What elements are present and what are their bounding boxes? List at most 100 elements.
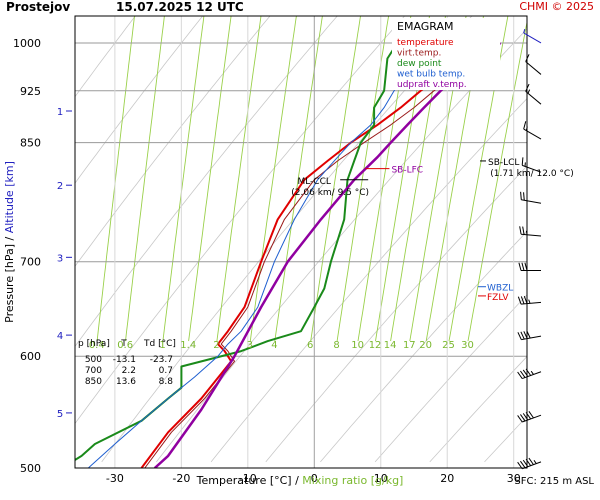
wind-barb-feather — [520, 414, 526, 422]
wind-barb-staff — [525, 90, 542, 105]
y-tick-label: 925 — [20, 85, 41, 98]
wind-barb-feather — [523, 192, 525, 201]
mixing-ratio-labels: 0.4 0.6 1 1.4 2 3 4 6 8 10 12 14 17 20 25 30 — [89, 340, 474, 351]
mixing-ratio-line — [249, 16, 297, 342]
sounding-series — [75, 41, 502, 468]
mixing-ratio-label: 30 — [461, 340, 474, 351]
legend-entry-virt_temp: virt.temp. — [397, 49, 441, 59]
altitude-tick-label: 4 — [57, 331, 63, 342]
y-tick-label: 1000 — [13, 37, 41, 50]
wind-barb-staff — [521, 335, 542, 341]
table-cell: 8.8 — [159, 377, 174, 387]
dry-adiabat-line — [320, 230, 527, 463]
wind-barb-feather — [521, 262, 525, 271]
wind-barb-feather — [525, 412, 532, 420]
mixing-ratio-label: 8 — [333, 340, 339, 351]
sfc-label: SFC: 215 m ASL — [514, 476, 594, 487]
y-axis-title-altitude: Altitude [km] — [3, 161, 16, 233]
series-line-wet_bulb — [87, 42, 428, 468]
table-cell: -23.7 — [150, 355, 173, 365]
wind-barb-feather — [524, 262, 528, 271]
y-tick-label: 600 — [20, 350, 41, 363]
dry-adiabat-line — [539, 16, 600, 462]
wind-barb-feather — [520, 331, 525, 340]
table-cell: 2.2 — [122, 366, 136, 376]
x-tick-label: 30 — [507, 472, 521, 485]
wind-barb-staff — [522, 461, 542, 470]
table-cell: 13.6 — [116, 377, 136, 387]
wind-barb-feather — [522, 459, 529, 467]
isobar-lines — [75, 16, 527, 468]
wind-barb-feather — [523, 295, 528, 304]
wind-barb-staff — [522, 414, 542, 423]
mixing-ratio-label: 17 — [403, 340, 416, 351]
legend-entry-updraft: udpraft v.temp. — [397, 80, 467, 90]
altitude-tick-label: 2 — [57, 181, 63, 192]
dry-adiabat-line — [75, 16, 271, 267]
wind-barb-feather — [528, 411, 534, 419]
wind-barb-feather — [520, 296, 525, 305]
series-line-virt_temp — [144, 42, 501, 468]
x-tick-label: -10 — [239, 472, 257, 485]
x-axis-title-temperature: Temperature [°C] — [196, 474, 295, 487]
wind-barb-feather — [525, 458, 532, 466]
dry-adiabat-line — [594, 16, 600, 462]
y-axis-title-pressure: Pressure [hPa] — [3, 240, 16, 322]
mixing-ratio-label: 20 — [419, 340, 432, 351]
ml-ccl-value: (2.06 km/ 9.5 °C) — [291, 188, 369, 198]
wind-barb-half-feather — [525, 230, 528, 235]
series-line-dew_point — [75, 42, 399, 462]
x-tick-label: -20 — [172, 472, 190, 485]
mixing-ratio-label: 1.4 — [180, 340, 196, 351]
sb-lfc-label: SB-LFC — [391, 166, 423, 176]
mixing-ratio-line — [336, 16, 390, 342]
legend-entry-temperature: temperature — [397, 38, 454, 48]
mixing-ratio-label: 6 — [307, 340, 313, 351]
dry-adiabat-line — [0, 16, 1, 462]
copyright-text: CHMI © 2025 — [519, 0, 594, 13]
wind-barb-half-feather — [525, 126, 528, 131]
dry-adiabat-line — [75, 16, 405, 425]
mixing-ratio-label: 4 — [271, 340, 277, 351]
wind-barb-feather — [525, 368, 532, 376]
wind-barb-feather — [519, 226, 522, 235]
sb-lcl-label: SB-LCL — [488, 158, 519, 168]
table-header: T — [120, 339, 127, 349]
wind-barb-staff — [522, 371, 542, 380]
annotations: ML-CCL(2.06 km/ 9.5 °C) SB-LFC SB-LCL(1.71… — [291, 158, 573, 303]
wind-barb-feather — [525, 83, 530, 92]
x-axis-title-mixing: Mixing ratio [g/kg] — [302, 474, 403, 487]
dry-adiabat-line — [75, 16, 136, 98]
y-tick-label: 700 — [20, 256, 41, 269]
wind-barb-staff — [523, 32, 542, 44]
dry-adiabat-line — [75, 16, 338, 348]
table-header: p [hPa] — [78, 339, 110, 349]
wind-barb-feather — [525, 54, 530, 62]
mixing-ratio-label: 0.6 — [117, 340, 133, 351]
mixing-ratio-line — [188, 16, 232, 342]
wind-barb-feather — [522, 369, 529, 377]
y-tick-label: 850 — [20, 137, 41, 150]
y-tick-label: 500 — [20, 462, 41, 475]
wbzl-label: WBZL — [487, 284, 513, 294]
x-axis-title: Temperature [°C] / Mixing ratio [g/kg] — [196, 474, 404, 487]
mixing-ratio-line — [467, 19, 527, 342]
wind-barb-half-feather — [533, 460, 537, 464]
wind-barb-feather — [517, 371, 523, 379]
y-axis-title-sep: / — [3, 233, 16, 240]
plot-border — [74, 15, 528, 469]
legend-entry-dew_point: dew point — [397, 59, 442, 69]
sb-lcl-value: (1.71 km/ 12.0 °C) — [490, 169, 573, 179]
wind-barb-feather — [520, 370, 526, 378]
wind-barb-half-feather — [528, 299, 531, 304]
dry-adiabat-line — [484, 415, 527, 463]
wind-barb-feather — [517, 415, 523, 423]
wind-barb-feather — [522, 226, 525, 235]
wind-barb-staff — [521, 199, 542, 204]
table-cell: 0.7 — [159, 366, 173, 376]
mixing-ratio-line — [310, 16, 361, 342]
table-cell: -13.1 — [113, 355, 136, 365]
dry-adiabat-line — [75, 16, 203, 184]
